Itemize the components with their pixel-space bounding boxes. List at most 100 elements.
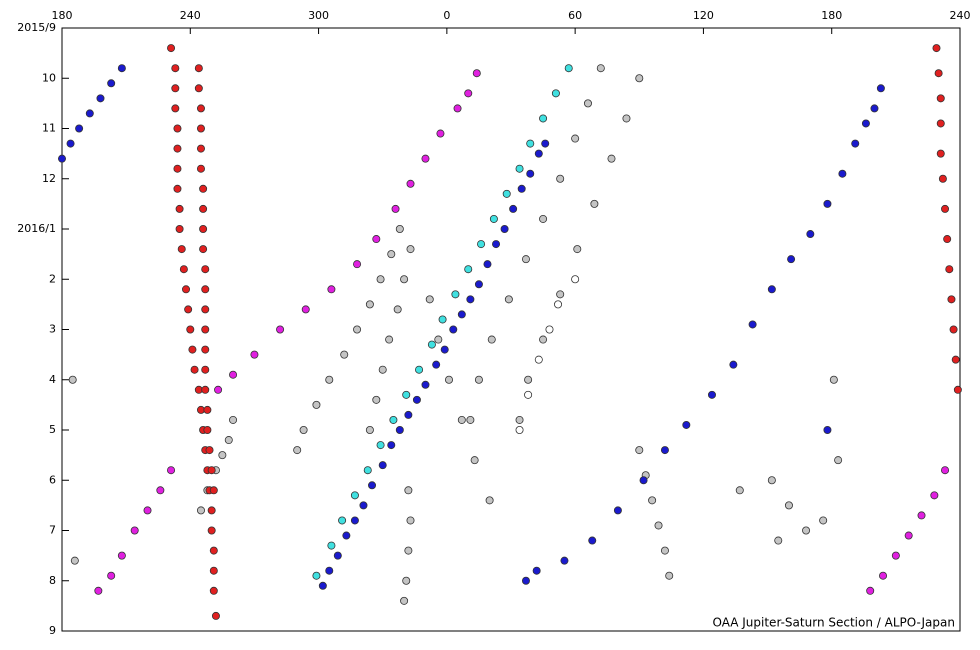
point: [203, 405, 212, 414]
point: [870, 104, 879, 113]
point: [534, 355, 543, 364]
point: [85, 109, 94, 118]
point: [201, 325, 210, 334]
point: [199, 224, 208, 233]
y-tick-label: 10: [42, 71, 56, 84]
point: [823, 425, 832, 434]
point: [564, 64, 573, 73]
point: [440, 345, 449, 354]
point: [201, 265, 210, 274]
point: [293, 446, 302, 455]
point: [175, 224, 184, 233]
point: [735, 486, 744, 495]
point: [838, 169, 847, 178]
point: [156, 486, 165, 495]
point: [748, 320, 757, 329]
point: [879, 571, 888, 580]
point: [207, 506, 216, 515]
y-tick-label: 2016/1: [17, 222, 56, 235]
point: [436, 129, 445, 138]
point: [209, 586, 218, 595]
point: [412, 395, 421, 404]
point: [184, 305, 193, 314]
point: [376, 275, 385, 284]
point: [173, 184, 182, 193]
point: [613, 506, 622, 515]
point: [466, 415, 475, 424]
point: [415, 365, 424, 374]
y-tick-label: 2: [49, 272, 56, 285]
point: [556, 290, 565, 299]
point: [201, 285, 210, 294]
point: [318, 581, 327, 590]
point: [199, 245, 208, 254]
point: [532, 566, 541, 575]
point: [402, 576, 411, 585]
point: [196, 124, 205, 133]
point: [201, 365, 210, 374]
point: [196, 144, 205, 153]
y-tick-label: 9: [49, 624, 56, 637]
point: [404, 546, 413, 555]
x-tick-label: 240: [950, 9, 971, 22]
point: [196, 506, 205, 515]
point: [945, 265, 954, 274]
point: [179, 265, 188, 274]
point: [947, 295, 956, 304]
point: [953, 385, 962, 394]
point: [376, 441, 385, 450]
x-tick-label: 180: [52, 9, 73, 22]
point: [186, 325, 195, 334]
point: [635, 74, 644, 83]
point: [539, 214, 548, 223]
point: [524, 375, 533, 384]
point: [143, 506, 152, 515]
point: [395, 425, 404, 434]
point: [554, 300, 563, 309]
point: [551, 89, 560, 98]
point: [941, 466, 950, 475]
point: [470, 456, 479, 465]
point: [464, 89, 473, 98]
point: [117, 551, 126, 560]
plot-frame: [61, 27, 961, 632]
point: [107, 79, 116, 88]
point: [201, 305, 210, 314]
point: [500, 224, 509, 233]
point: [325, 375, 334, 384]
point: [177, 245, 186, 254]
point: [917, 511, 926, 520]
point: [299, 425, 308, 434]
credit: OAA Jupiter-Saturn Section / ALPO-Japan: [712, 616, 955, 630]
point: [203, 425, 212, 434]
point: [404, 486, 413, 495]
point: [350, 491, 359, 500]
point: [68, 375, 77, 384]
point: [451, 290, 460, 299]
point: [301, 305, 310, 314]
point: [58, 154, 67, 163]
point: [425, 295, 434, 304]
point: [607, 154, 616, 163]
point: [387, 441, 396, 450]
x-tick-label: 300: [308, 9, 329, 22]
point: [196, 164, 205, 173]
point: [94, 586, 103, 595]
point: [182, 285, 191, 294]
point: [823, 199, 832, 208]
point: [167, 466, 176, 475]
y-tick-label: 8: [49, 574, 56, 587]
point: [325, 566, 334, 575]
x-tick-label: 180: [821, 9, 842, 22]
point: [936, 94, 945, 103]
point: [539, 335, 548, 344]
point: [372, 235, 381, 244]
point: [250, 350, 259, 359]
point: [457, 310, 466, 319]
point: [312, 571, 321, 580]
point: [199, 204, 208, 213]
point: [130, 526, 139, 535]
point: [943, 235, 952, 244]
point: [167, 44, 176, 53]
point: [526, 169, 535, 178]
